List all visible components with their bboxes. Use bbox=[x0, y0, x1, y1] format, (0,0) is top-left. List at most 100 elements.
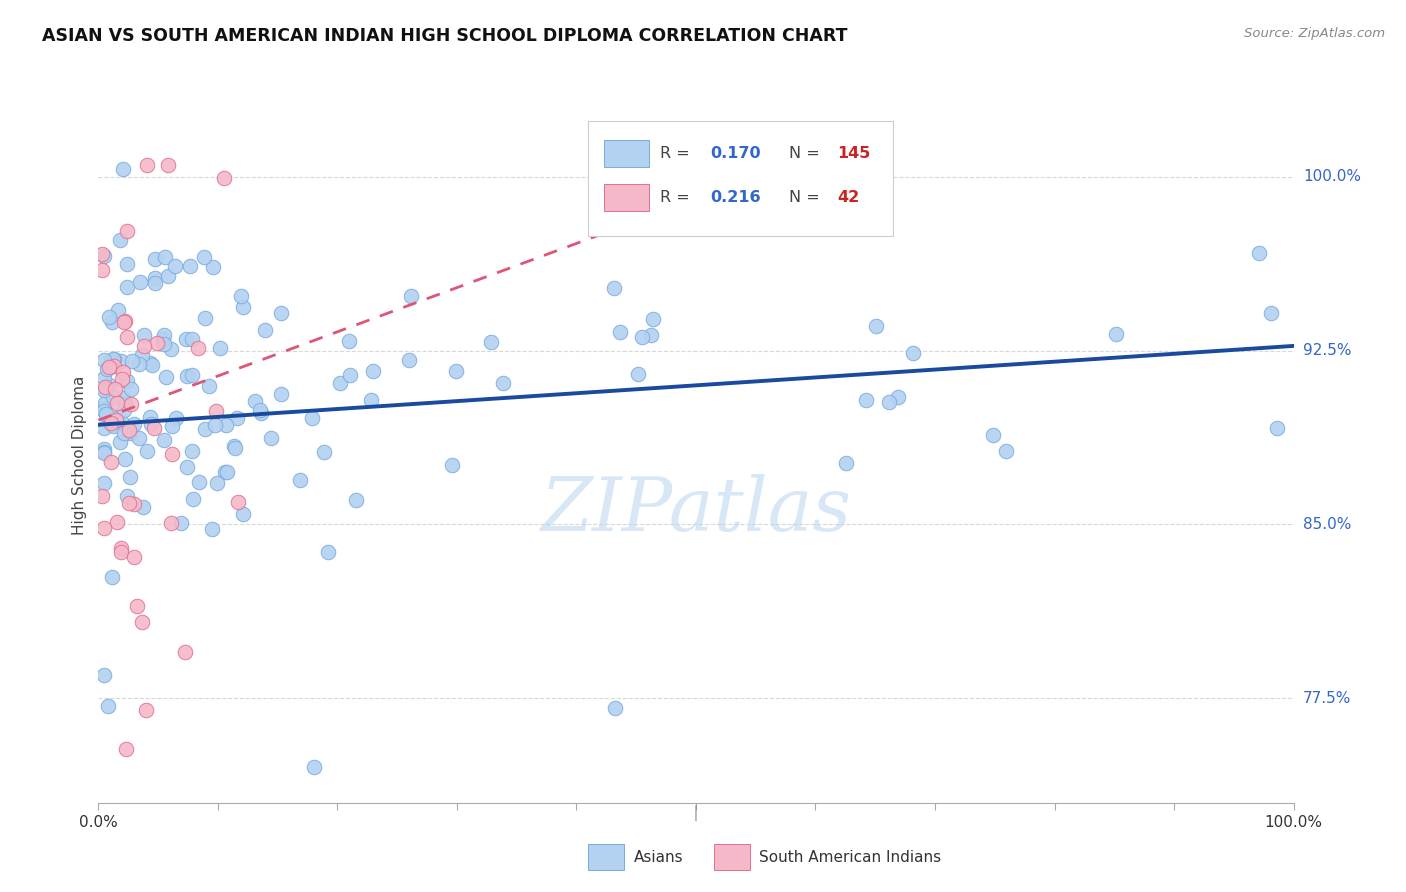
Point bbox=[120, 470, 142, 484]
Point bbox=[111, 365, 134, 379]
Point bbox=[259, 431, 281, 445]
Point bbox=[115, 489, 138, 503]
Point bbox=[136, 444, 159, 458]
Point bbox=[215, 465, 238, 479]
Point bbox=[441, 458, 464, 472]
Point bbox=[181, 443, 204, 458]
Point bbox=[1249, 246, 1271, 260]
Point bbox=[176, 459, 198, 474]
Point bbox=[110, 545, 132, 559]
Point bbox=[187, 341, 209, 355]
Point bbox=[994, 443, 1017, 458]
Point bbox=[114, 396, 136, 410]
Point bbox=[110, 354, 132, 368]
Text: ASIAN VS SOUTH AMERICAN INDIAN HIGH SCHOOL DIPLOMA CORRELATION CHART: ASIAN VS SOUTH AMERICAN INDIAN HIGH SCHO… bbox=[42, 27, 848, 45]
Point bbox=[132, 500, 155, 514]
Point bbox=[98, 310, 121, 324]
Point bbox=[94, 408, 117, 422]
Point bbox=[118, 423, 141, 437]
Point bbox=[115, 257, 138, 271]
Text: 145: 145 bbox=[837, 146, 870, 161]
Point bbox=[301, 411, 323, 425]
Point bbox=[398, 353, 420, 368]
Point bbox=[226, 495, 249, 509]
Point bbox=[222, 439, 245, 453]
Point bbox=[114, 314, 136, 328]
Point bbox=[98, 360, 121, 375]
Point bbox=[134, 338, 156, 352]
Point bbox=[94, 380, 117, 394]
Text: R =: R = bbox=[661, 190, 695, 205]
Point bbox=[201, 522, 224, 536]
Point bbox=[134, 327, 156, 342]
Point bbox=[115, 280, 138, 294]
Point bbox=[93, 352, 115, 367]
Point bbox=[128, 431, 150, 445]
Point bbox=[609, 325, 631, 339]
Point bbox=[250, 406, 273, 420]
Point bbox=[627, 368, 650, 382]
Point bbox=[640, 328, 662, 343]
Point bbox=[981, 427, 1004, 442]
Point bbox=[117, 374, 139, 388]
Point bbox=[127, 599, 149, 613]
Text: 85.0%: 85.0% bbox=[1303, 517, 1351, 532]
Text: 0.216: 0.216 bbox=[710, 190, 761, 205]
Point bbox=[212, 171, 235, 186]
Point bbox=[93, 445, 115, 459]
Point bbox=[208, 341, 231, 355]
Point bbox=[215, 417, 238, 432]
Point bbox=[105, 396, 128, 410]
Point bbox=[139, 356, 162, 370]
Text: 0.170: 0.170 bbox=[710, 146, 761, 161]
Point bbox=[93, 445, 115, 459]
Point bbox=[329, 376, 352, 390]
Point bbox=[115, 224, 138, 238]
Point bbox=[129, 276, 152, 290]
Point bbox=[153, 337, 176, 351]
Text: N =: N = bbox=[789, 190, 825, 205]
Point bbox=[96, 362, 118, 376]
Point bbox=[193, 311, 215, 326]
Point bbox=[181, 368, 204, 382]
Point bbox=[631, 330, 654, 344]
Point bbox=[112, 392, 135, 406]
Point bbox=[131, 348, 153, 362]
Point bbox=[103, 352, 125, 367]
Point bbox=[605, 701, 627, 715]
Point bbox=[159, 516, 181, 531]
Point bbox=[104, 382, 127, 396]
Point bbox=[157, 269, 180, 284]
Text: ZIPatlas: ZIPatlas bbox=[540, 475, 852, 547]
Point bbox=[316, 545, 339, 559]
Point bbox=[107, 303, 129, 318]
Point bbox=[93, 384, 115, 398]
Point bbox=[877, 395, 900, 409]
Point bbox=[1105, 327, 1128, 342]
Point bbox=[93, 667, 115, 681]
Point bbox=[243, 393, 266, 408]
Point bbox=[143, 276, 166, 290]
Y-axis label: High School Diploma: High School Diploma bbox=[72, 376, 87, 534]
Point bbox=[360, 392, 382, 407]
Point bbox=[232, 300, 254, 314]
Point bbox=[103, 359, 125, 373]
Bar bbox=[605, 140, 650, 167]
Point bbox=[249, 402, 271, 417]
Point bbox=[108, 435, 131, 450]
Point bbox=[122, 497, 145, 511]
Point bbox=[205, 403, 228, 417]
Point bbox=[1260, 306, 1282, 320]
Point bbox=[111, 416, 134, 430]
Point bbox=[173, 645, 195, 659]
Point bbox=[101, 358, 124, 372]
Point bbox=[232, 508, 254, 522]
Point bbox=[152, 328, 174, 343]
Text: 42: 42 bbox=[837, 190, 859, 205]
Point bbox=[93, 442, 115, 456]
Point bbox=[641, 312, 664, 326]
Point bbox=[93, 370, 115, 384]
Point bbox=[114, 426, 136, 441]
Point bbox=[479, 335, 502, 350]
Point bbox=[270, 305, 292, 319]
